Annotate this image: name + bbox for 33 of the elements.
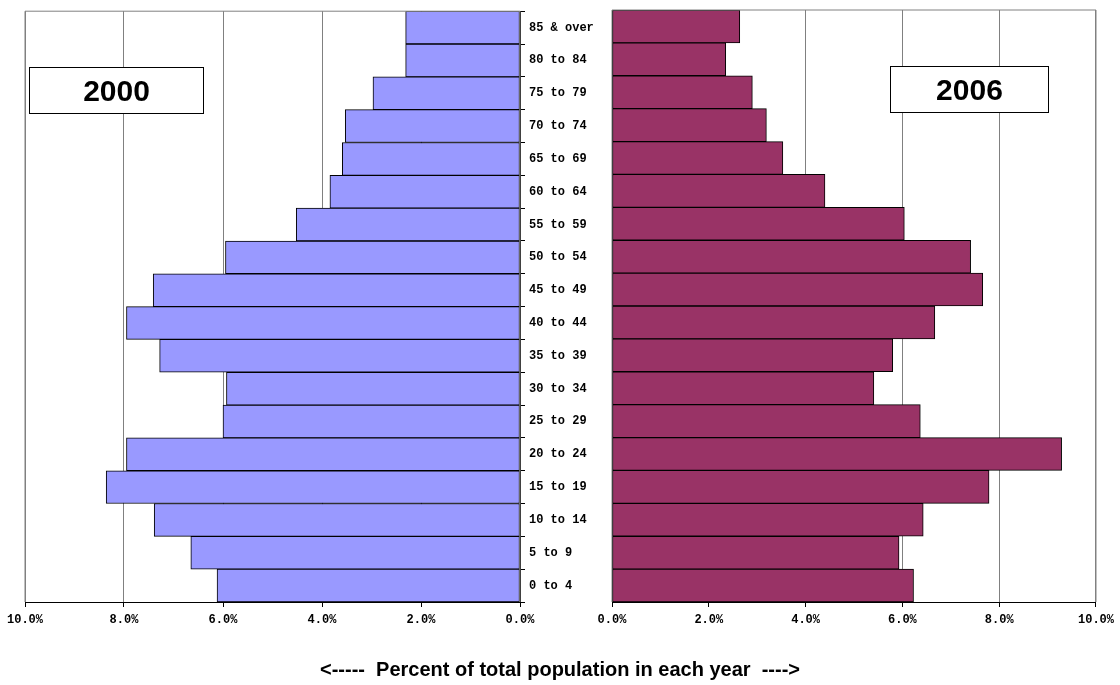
x-tick-label: 8.0%	[984, 613, 1015, 628]
x-tick-label: 4.0%	[791, 613, 821, 628]
y-tick-label: 80 to 84	[529, 53, 587, 68]
text-box: 2006	[890, 66, 1049, 113]
y-tick-label: 20 to 24	[529, 447, 587, 462]
y-tick-label: 25 to 29	[529, 414, 587, 429]
y-tick-label: 50 to 54	[529, 250, 587, 265]
x-tick-label: 10.0%	[6, 613, 44, 628]
y-tick-label: 75 to 79	[529, 86, 587, 101]
y-tick-label: 10 to 14	[529, 512, 587, 527]
y-tick-label: 45 to 49	[529, 283, 587, 298]
y-tick-label: 55 to 59	[529, 217, 587, 232]
x-tick-label: 6.0%	[887, 613, 918, 628]
y-tick-label: 65 to 69	[529, 151, 587, 166]
y-tick-label: 5 to 9	[529, 545, 573, 560]
y-tick-label: 15 to 19	[529, 480, 587, 495]
x-tick-label: 10.0%	[1077, 613, 1115, 628]
y-tick-label: 30 to 34	[529, 381, 587, 396]
x-tick-label: 2.0%	[406, 613, 437, 628]
x-axis-title: <----- Percent of total population in each year ---->	[318, 658, 801, 681]
x-tick-label: 0.0%	[505, 613, 536, 628]
x-tick-label: 4.0%	[307, 613, 338, 628]
x-tick-label: 2.0%	[694, 613, 724, 628]
y-tick-label: 40 to 44	[529, 316, 587, 331]
y-tick-label: 85 & over	[529, 20, 594, 35]
x-tick-label: 6.0%	[208, 613, 239, 628]
y-tick-label: 0 to 4	[529, 578, 573, 593]
text-box: 2000	[29, 67, 204, 115]
x-tick-label: 8.0%	[109, 613, 140, 628]
y-tick-label: 35 to 39	[529, 348, 587, 363]
y-tick-label: 60 to 64	[529, 184, 587, 199]
y-tick-label: 70 to 74	[529, 119, 587, 134]
x-tick-label: 0.0%	[597, 613, 628, 628]
